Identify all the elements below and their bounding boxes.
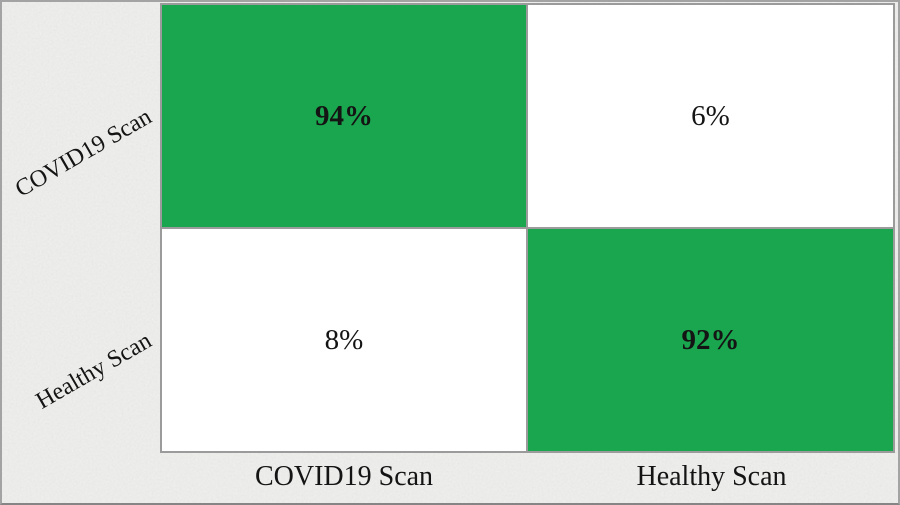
row-label-healthy-scan: Healthy Scan [32,327,157,415]
col-label-covid19-scan: COVID19 Scan [254,461,434,492]
cell-value: 8% [324,323,364,356]
cell-value: 6% [691,99,730,132]
cell-covid19-predicted-covid19: 94% [162,5,528,229]
cell-healthy-predicted-covid19: 8% [162,229,528,451]
cell-value: 92% [681,323,740,356]
cell-covid19-predicted-healthy: 6% [528,5,893,229]
row-label-covid19-scan: COVID19 Scan [11,103,157,203]
column-labels-row: COVID19 Scan Healthy Scan [160,461,895,493]
cell-healthy-predicted-healthy: 92% [528,229,893,451]
matrix-grid: 94% 6% 8% 92% [160,3,895,453]
col-label-healthy-scan: Healthy Scan [636,461,787,492]
cell-value: 94% [315,99,373,132]
